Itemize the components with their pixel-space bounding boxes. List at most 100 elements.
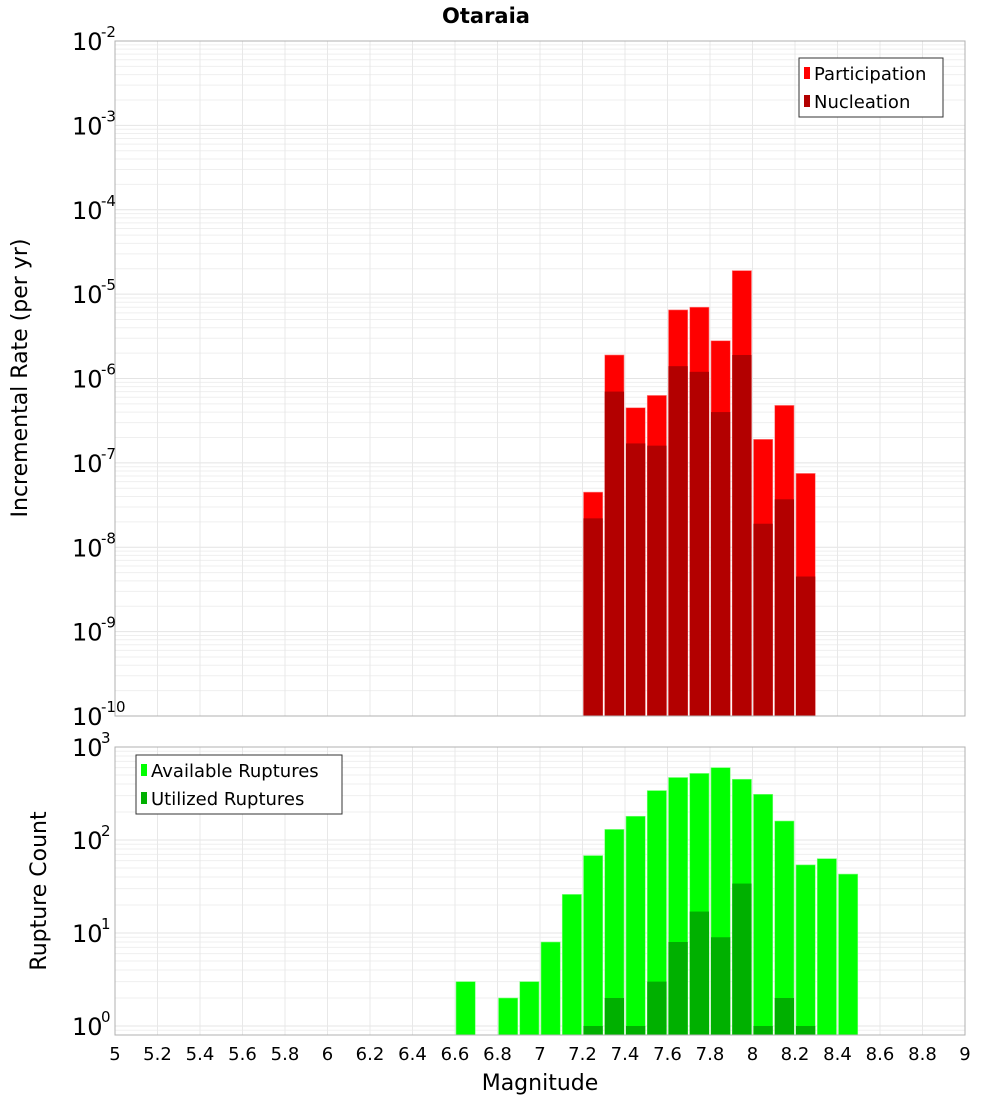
bar-nucleation	[626, 443, 646, 716]
y-tick-label: 10	[72, 450, 103, 478]
legend-label: Nucleation	[814, 92, 910, 113]
bar-available-ruptures	[816, 858, 837, 1036]
y-tick-exponent: -3	[101, 107, 116, 125]
bar-available-ruptures	[583, 855, 604, 1036]
x-tick-label: 6.6	[441, 1044, 470, 1065]
y-tick-exponent: 1	[101, 915, 111, 933]
legend-swatch	[804, 95, 810, 107]
y-tick-label: 10	[72, 534, 103, 562]
x-tick-label: 8.4	[823, 1044, 852, 1065]
legend-swatch	[804, 67, 810, 79]
legend-box	[798, 57, 944, 118]
y-tick-label: 10	[72, 197, 103, 225]
bar-nucleation	[711, 412, 731, 716]
top-y-axis-label: Incremental Rate (per yr)	[8, 239, 33, 518]
x-tick-label: 7	[534, 1044, 545, 1065]
x-tick-label: 6	[322, 1044, 333, 1065]
x-tick-label: 5.8	[271, 1044, 300, 1065]
y-tick-label: 10	[72, 920, 103, 948]
x-tick-label: 5	[109, 1044, 120, 1065]
y-tick-exponent: -6	[101, 361, 116, 379]
x-tick-label: 7.8	[696, 1044, 725, 1065]
bar-nucleation	[732, 354, 752, 716]
y-tick-label: 10	[72, 734, 103, 762]
bar-nucleation	[774, 499, 794, 716]
bar-utilized-ruptures	[732, 883, 752, 1035]
x-tick-label: 9	[959, 1044, 970, 1065]
x-tick-label: 8.6	[866, 1044, 895, 1065]
y-tick-exponent: 3	[101, 729, 111, 747]
x-tick-label: 7.2	[568, 1044, 597, 1065]
bar-nucleation	[796, 576, 816, 716]
y-tick-label: 10	[72, 28, 103, 56]
bar-utilized-ruptures	[689, 911, 709, 1035]
x-tick-label: 8.2	[781, 1044, 810, 1065]
y-tick-exponent: -5	[101, 276, 116, 294]
bar-nucleation	[689, 371, 709, 716]
y-tick-exponent: -10	[101, 698, 126, 716]
y-tick-label: 10	[72, 281, 103, 309]
bar-available-ruptures	[753, 794, 774, 1036]
legend-swatch	[141, 764, 147, 776]
bar-utilized-ruptures	[604, 997, 624, 1035]
y-tick-exponent: 0	[101, 1008, 111, 1026]
y-tick-exponent: 2	[101, 822, 111, 840]
x-tick-label: 7.6	[653, 1044, 682, 1065]
y-tick-exponent: -7	[101, 445, 116, 463]
bar-utilized-ruptures	[753, 1025, 773, 1035]
bar-utilized-ruptures	[668, 942, 688, 1035]
bar-available-ruptures	[625, 815, 646, 1036]
y-tick-label: 10	[72, 619, 103, 647]
x-tick-label: 7.4	[611, 1044, 640, 1065]
bar-nucleation	[583, 518, 603, 716]
y-tick-exponent: -2	[101, 23, 116, 41]
bar-nucleation	[604, 391, 624, 716]
y-tick-label: 10	[72, 366, 103, 394]
y-tick-exponent: -8	[101, 529, 116, 547]
legend-swatch	[141, 792, 147, 804]
x-tick-label: 6.2	[356, 1044, 385, 1065]
legend-label: Participation	[814, 64, 926, 85]
bar-available-ruptures	[540, 941, 561, 1036]
bar-nucleation	[647, 445, 667, 716]
x-tick-label: 8.8	[908, 1044, 937, 1065]
bar-nucleation	[753, 523, 773, 716]
bar-utilized-ruptures	[796, 1025, 816, 1035]
y-tick-label: 10	[72, 1013, 103, 1041]
x-axis-label: Magnitude	[482, 1071, 599, 1096]
bar-available-ruptures	[519, 981, 540, 1036]
y-tick-label: 10	[72, 703, 103, 731]
bar-nucleation	[668, 366, 688, 716]
bar-available-ruptures	[561, 894, 582, 1036]
bar-utilized-ruptures	[711, 937, 731, 1035]
legend-label: Available Ruptures	[151, 761, 319, 782]
x-tick-label: 8	[747, 1044, 758, 1065]
plot-panel-1: 10-1010-910-810-710-610-510-410-310-2Par…	[72, 23, 966, 731]
y-tick-label: 10	[72, 112, 103, 140]
x-tick-label: 5.2	[143, 1044, 172, 1065]
x-tick-label: 6.8	[483, 1044, 512, 1065]
y-tick-exponent: -9	[101, 614, 116, 632]
bottom-y-axis-label: Rupture Count	[27, 811, 52, 971]
bar-utilized-ruptures	[647, 981, 667, 1035]
bar-available-ruptures	[498, 997, 519, 1036]
bar-utilized-ruptures	[626, 1025, 646, 1035]
bar-utilized-ruptures	[583, 1025, 603, 1035]
bar-utilized-ruptures	[774, 997, 794, 1035]
y-tick-label: 10	[72, 827, 103, 855]
y-tick-exponent: -4	[101, 192, 116, 210]
plot-border	[114, 746, 966, 1036]
plot-border	[114, 40, 966, 717]
legend-box	[135, 754, 343, 815]
x-tick-label: 5.4	[186, 1044, 215, 1065]
bar-available-ruptures	[455, 981, 476, 1036]
x-tick-label: 6.4	[398, 1044, 427, 1065]
chart-title: Otaraia	[442, 4, 530, 28]
x-tick-label: 5.6	[228, 1044, 257, 1065]
bar-available-ruptures	[838, 873, 859, 1036]
legend-label: Utilized Ruptures	[151, 789, 304, 810]
bar-available-ruptures	[795, 864, 816, 1036]
